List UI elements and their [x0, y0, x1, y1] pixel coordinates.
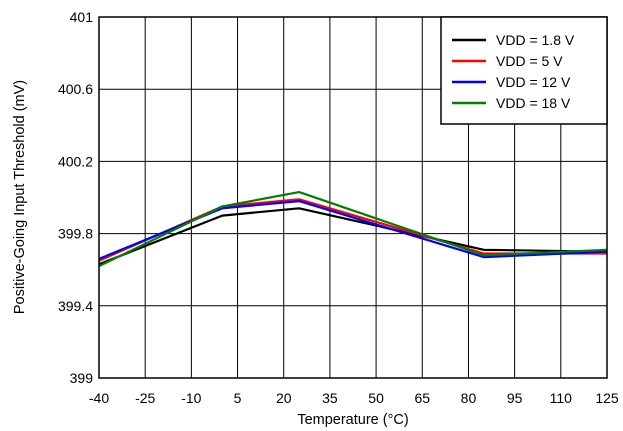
legend-box: [440, 16, 608, 125]
y-tick-label: 399.4: [58, 298, 93, 314]
x-tick-label: -40: [89, 390, 109, 406]
y-tick-label: 400.2: [58, 153, 93, 169]
x-tick-label: 50: [368, 390, 384, 406]
x-tick-label: 35: [322, 390, 338, 406]
x-axis-title: Temperature (°C): [297, 412, 408, 428]
legend-label-2: VDD = 5 V: [496, 53, 563, 69]
series-line-1: [98, 207, 608, 266]
x-tick-label: 95: [507, 390, 523, 406]
y-axis-ticks: 399 399.4 399.8 400.2 400.6 401: [58, 9, 93, 386]
y-tick-label: 399: [70, 370, 94, 386]
y-tick-label: 401: [70, 9, 94, 25]
legend: VDD = 1.8 V VDD = 5 V VDD = 12 V VDD = 18 V: [440, 16, 608, 125]
x-tick-label: 5: [234, 390, 242, 406]
x-axis-ticks: -40 -25 -10 5 20 35 50 65 80 95 110 125: [89, 390, 619, 406]
legend-label-1: VDD = 1.8 V: [496, 32, 575, 48]
x-tick-label: 125: [595, 390, 619, 406]
x-tick-label: -25: [135, 390, 155, 406]
x-tick-label: 110: [550, 390, 573, 406]
legend-label-3: VDD = 12 V: [496, 74, 571, 90]
plot-frame: [98, 16, 608, 379]
series-line-4: [98, 191, 608, 268]
x-tick-label: 20: [276, 390, 292, 406]
x-tick-label: -10: [181, 390, 201, 406]
x-tick-label: 80: [461, 390, 477, 406]
y-tick-label: 400.6: [58, 81, 93, 97]
y-axis-title: Positive-Going Input Threshold (mV): [12, 80, 28, 314]
legend-label-4: VDD = 18 V: [496, 95, 571, 111]
series-lines: [98, 191, 608, 268]
x-tick-label: 65: [414, 390, 430, 406]
y-tick-label: 399.8: [58, 226, 93, 242]
